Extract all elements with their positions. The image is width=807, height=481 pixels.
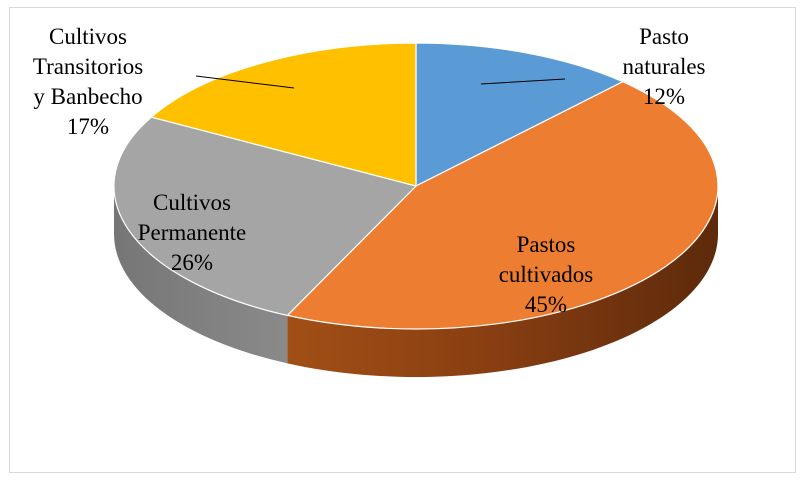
- label-pasto-naturales: Pasto naturales 12%: [622, 24, 705, 109]
- leader-line-pasto-naturales: [480, 78, 566, 85]
- data-labels: Pasto naturales 12% Pastos cultivados 45% Cult…: [33, 24, 706, 317]
- leader-line-cultivos-transitorios: [195, 75, 295, 89]
- label-cultivos-permanente: Cultivos Permanente 26%: [138, 190, 247, 275]
- leader-lines: [195, 75, 566, 89]
- slice-pastos-cultivados: [286, 81, 719, 330]
- slice-pasto-naturales: [415, 42, 625, 187]
- pie-chart: Pasto naturales 12% Pastos cultivados 45% Cult…: [33, 24, 719, 378]
- side-cultivos-permanente: [113, 186, 288, 364]
- pie-slices: [113, 42, 719, 330]
- label-cultivos-transitorios: Cultivos Transitorios y Banbecho 17%: [33, 24, 143, 139]
- chart-frame: Pasto naturales 12% Pastos cultivados 45% Cult…: [9, 7, 796, 473]
- label-pastos-cultivados: Pastos cultivados 45%: [499, 232, 594, 317]
